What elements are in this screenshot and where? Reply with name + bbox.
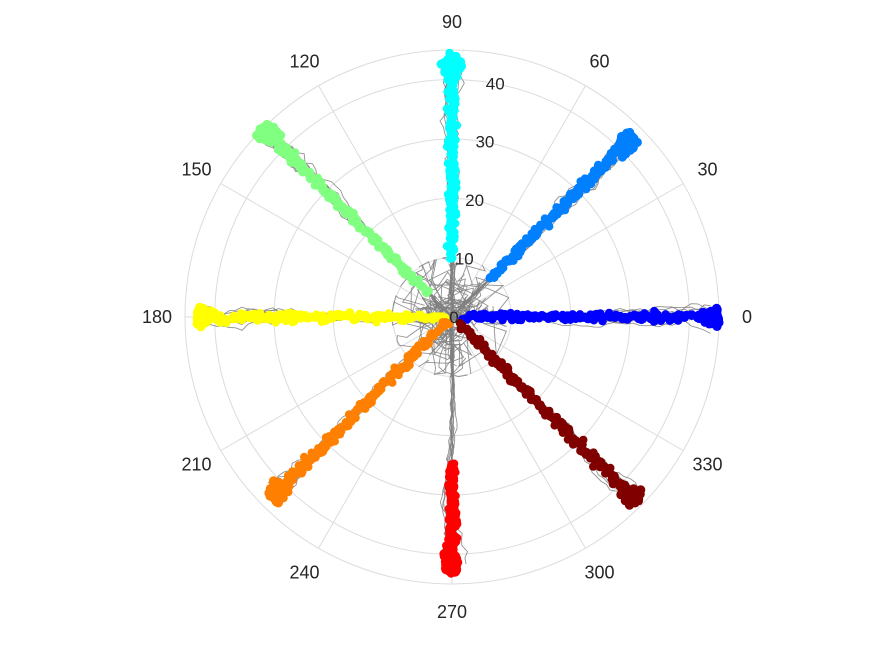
angle-tick-label: 330 <box>692 455 722 475</box>
data-point <box>271 132 281 142</box>
trajectory-line <box>417 303 445 344</box>
data-point <box>617 152 628 162</box>
angle-tick-label: 120 <box>289 51 319 71</box>
trajectory-line <box>442 256 462 316</box>
data-point <box>273 493 283 503</box>
data-point <box>205 311 215 321</box>
trajectory-line <box>456 299 507 328</box>
angular-grid-line <box>451 183 684 318</box>
angular-grid-line <box>318 316 453 549</box>
angle-tick-label: 240 <box>289 563 319 583</box>
data-point <box>580 174 590 183</box>
trajectory-line <box>433 347 456 375</box>
data-point <box>622 128 632 138</box>
trajectory-line <box>447 284 510 319</box>
data-point <box>712 305 722 315</box>
data-point <box>268 478 279 488</box>
angular-grid-line <box>318 85 453 318</box>
data-point <box>710 318 721 328</box>
axis-labels: 0 30 60 90 120 150 180 210 240 270 300 330 0 10 20 30 40 <box>142 12 752 622</box>
angle-tick-label: 300 <box>584 563 614 583</box>
data-point <box>449 58 459 68</box>
angular-grid-line <box>451 85 586 318</box>
trajectory-line <box>418 259 456 308</box>
angle-tick-label: 30 <box>697 159 717 179</box>
data-point <box>448 562 458 572</box>
angle-tick-label: 180 <box>142 307 172 327</box>
data-point <box>441 559 451 569</box>
data-point <box>447 240 456 249</box>
series-135 <box>252 119 433 298</box>
angle-tick-label: 150 <box>181 159 211 179</box>
angle-tick-label: 210 <box>181 455 211 475</box>
data-point <box>601 469 610 478</box>
series-225 <box>264 318 454 508</box>
radial-tick-label: 0 <box>449 308 458 327</box>
angular-grid-line <box>220 183 453 318</box>
data-point <box>255 127 265 137</box>
data-point <box>699 310 709 320</box>
data-point <box>514 381 524 390</box>
trajectory-line <box>449 338 467 378</box>
radial-tick-label: 40 <box>486 74 505 93</box>
radial-tick-label: 10 <box>455 250 474 269</box>
trajectory-line <box>482 305 508 355</box>
trajectory-line <box>418 343 465 368</box>
data-point <box>629 492 639 502</box>
data-series <box>192 48 724 578</box>
data-point <box>444 551 454 562</box>
radial-tick-label: 30 <box>475 133 494 152</box>
trajectory-line <box>448 263 468 339</box>
series-315 <box>455 319 646 510</box>
series-90 <box>436 48 466 263</box>
angular-grid-line <box>220 316 453 451</box>
series-0 <box>458 303 724 331</box>
data-point <box>621 493 631 503</box>
angle-tick-label: 270 <box>437 602 467 622</box>
series-45 <box>485 127 642 283</box>
radial-tick-label: 20 <box>465 191 484 210</box>
data-point <box>195 311 205 321</box>
angle-tick-label: 0 <box>742 307 752 327</box>
series-270 <box>439 459 463 578</box>
angular-grid-line <box>451 316 586 549</box>
series-180 <box>192 302 450 332</box>
data-point <box>263 122 273 132</box>
angle-tick-label: 60 <box>590 51 610 71</box>
data-point <box>628 484 639 494</box>
trajectory-line <box>457 274 469 302</box>
data-point <box>606 463 615 473</box>
trajectory-line <box>427 307 476 356</box>
data-point <box>436 59 446 69</box>
data-point <box>215 317 225 327</box>
angle-tick-label: 90 <box>442 12 462 32</box>
data-point <box>448 73 458 83</box>
trajectory-line <box>442 313 455 565</box>
trajectory-line <box>391 295 425 315</box>
trajectory-line <box>414 306 469 342</box>
angular-grid-line <box>451 316 684 451</box>
data-point <box>290 467 299 476</box>
data-point <box>621 140 631 150</box>
